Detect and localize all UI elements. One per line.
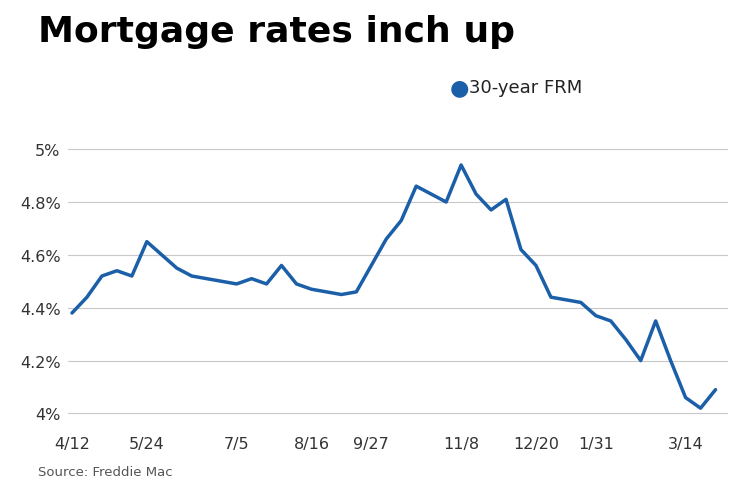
- Text: ●: ●: [450, 78, 470, 98]
- Text: Mortgage rates inch up: Mortgage rates inch up: [38, 15, 514, 49]
- Text: 30-year FRM: 30-year FRM: [469, 79, 582, 97]
- Text: Source: Freddie Mac: Source: Freddie Mac: [38, 465, 172, 478]
